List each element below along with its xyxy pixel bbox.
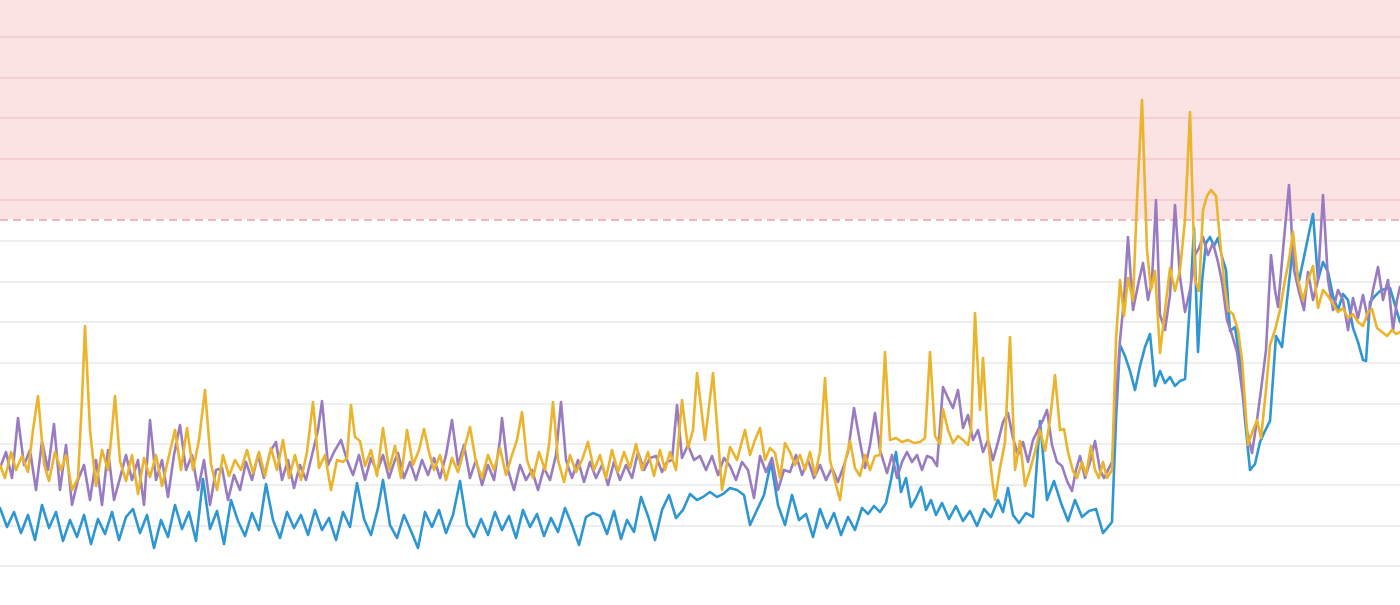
series-line-yellow-series (0, 98, 1400, 502)
threshold-zone (0, 0, 1400, 219)
series-line-blue-series (0, 212, 1400, 550)
